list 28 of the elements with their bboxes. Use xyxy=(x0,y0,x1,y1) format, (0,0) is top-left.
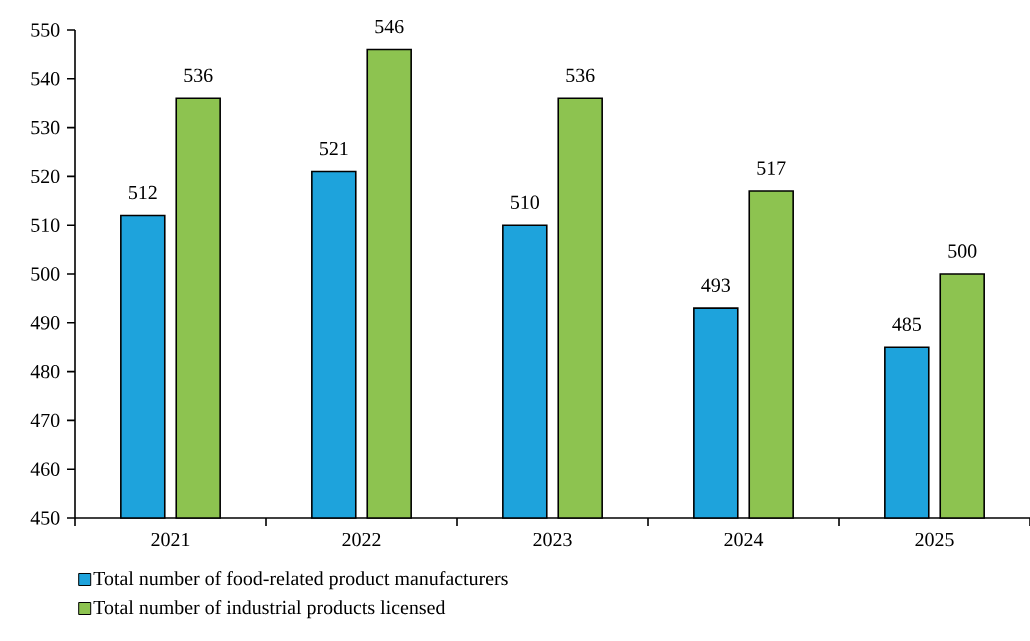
data-label: 500 xyxy=(948,244,977,258)
x-tick-label: 2024 xyxy=(724,532,764,547)
y-tick-label: 550 xyxy=(31,23,60,37)
y-tick-label: 460 xyxy=(30,462,60,476)
data-label: 485 xyxy=(892,317,921,331)
y-tick-label: 480 xyxy=(30,364,60,379)
data-label: 493 xyxy=(701,278,730,292)
data-label: 536 xyxy=(566,68,595,83)
y-tick-label: 500 xyxy=(31,267,60,281)
data-label: 510 xyxy=(511,195,539,209)
legend-label: Total number of food-related product manufacturers xyxy=(93,570,508,590)
x-tick-label: 2025 xyxy=(915,532,954,547)
y-tick-label: 510 xyxy=(31,218,60,232)
y-tick-label: 520 xyxy=(31,169,60,184)
y-tick-label: 450 xyxy=(30,511,60,525)
x-tick-label: 2023 xyxy=(533,532,572,547)
legend-label: Total number of industrial products licensed xyxy=(93,599,446,619)
y-tick-label: 490 xyxy=(30,316,60,330)
data-label: 512 xyxy=(129,185,157,200)
data-label: 517 xyxy=(757,161,786,175)
y-tick-label: 540 xyxy=(31,72,60,86)
data-label: 521 xyxy=(320,141,348,156)
y-tick-label: 530 xyxy=(31,120,60,135)
data-label: 536 xyxy=(184,68,213,83)
data-label: 546 xyxy=(375,19,404,34)
x-tick-label: 2022 xyxy=(342,532,381,547)
y-tick-label: 470 xyxy=(30,413,60,428)
x-tick-label: 2021 xyxy=(151,532,190,547)
